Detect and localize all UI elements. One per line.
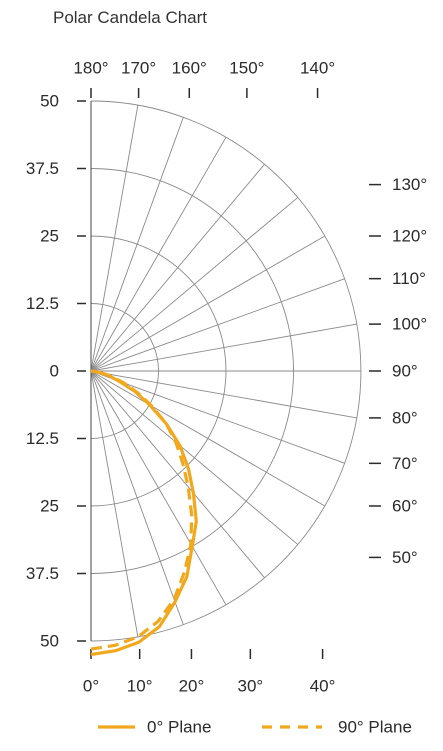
bottom-angle-label-30: 30° <box>237 677 263 696</box>
right-angle-label-60: 60° <box>392 497 418 516</box>
grid-spoke-130 <box>90 197 299 372</box>
radial-tick-label-1: 37.5 <box>26 159 59 178</box>
grid-spoke-160 <box>90 117 184 372</box>
radial-tick-label-6: 25 <box>40 497 59 516</box>
grid-spoke-30 <box>90 370 227 606</box>
grid-spoke-60 <box>90 370 326 507</box>
bottom-angle-label-20: 20° <box>179 677 205 696</box>
radial-tick-label-0: 50 <box>40 92 59 111</box>
legend-label-2: 90° Plane <box>338 718 412 737</box>
series-curves <box>90 369 198 657</box>
top-angle-label-180: 180° <box>73 59 108 78</box>
legend: 0° Plane 90° Plane <box>98 718 412 737</box>
tick-labels: 50 37.5 25 12.5 0 12.5 25 37.5 50 180° 170° 160° 150… <box>26 59 427 696</box>
polar-grid <box>90 100 362 642</box>
right-angle-label-90: 90° <box>392 362 418 381</box>
angle-ticks <box>77 88 381 659</box>
radial-tick-label-5: 12.5 <box>26 429 59 448</box>
radial-tick-label-3: 12.5 <box>26 294 59 313</box>
radial-tick-label-7: 37.5 <box>26 564 59 583</box>
right-angle-label-70: 70° <box>392 454 418 473</box>
radial-tick-label-2: 25 <box>40 227 59 246</box>
series-line-2 <box>90 369 194 651</box>
top-angle-label-140: 140° <box>300 59 335 78</box>
grid-spoke-140 <box>90 163 265 372</box>
grid-spoke-120 <box>90 235 326 372</box>
legend-label-1: 0° Plane <box>147 718 211 737</box>
grid-spoke-170 <box>90 105 139 372</box>
radial-tick-label-8: 50 <box>40 632 59 651</box>
right-angle-label-80: 80° <box>392 408 418 427</box>
right-angle-label-110: 110° <box>392 269 426 288</box>
grid-spoke-110 <box>90 278 345 372</box>
bottom-angle-label-0: 0° <box>83 677 99 696</box>
chart-title: Polar Candela Chart <box>52 8 208 27</box>
grid-spoke-80 <box>90 370 357 419</box>
right-angle-label-130: 130° <box>392 175 427 194</box>
bottom-angle-label-10: 10° <box>127 677 153 696</box>
top-angle-label-150: 150° <box>229 59 264 78</box>
grid-spoke-20 <box>90 370 184 625</box>
grid-spoke-50 <box>90 370 299 545</box>
grid-spoke-10 <box>90 370 139 637</box>
right-angle-label-50: 50° <box>392 548 418 567</box>
grid-spoke-100 <box>90 323 357 372</box>
right-angle-label-120: 120° <box>392 227 427 246</box>
grid-spoke-40 <box>90 370 265 579</box>
right-angle-label-100: 100° <box>392 315 427 334</box>
grid-spoke-70 <box>90 370 345 464</box>
radial-tick-label-4: 0 <box>50 362 59 381</box>
top-angle-label-170: 170° <box>121 59 156 78</box>
top-angle-label-160: 160° <box>172 59 207 78</box>
grid-spoke-150 <box>90 136 227 372</box>
bottom-angle-label-40: 40° <box>310 677 336 696</box>
